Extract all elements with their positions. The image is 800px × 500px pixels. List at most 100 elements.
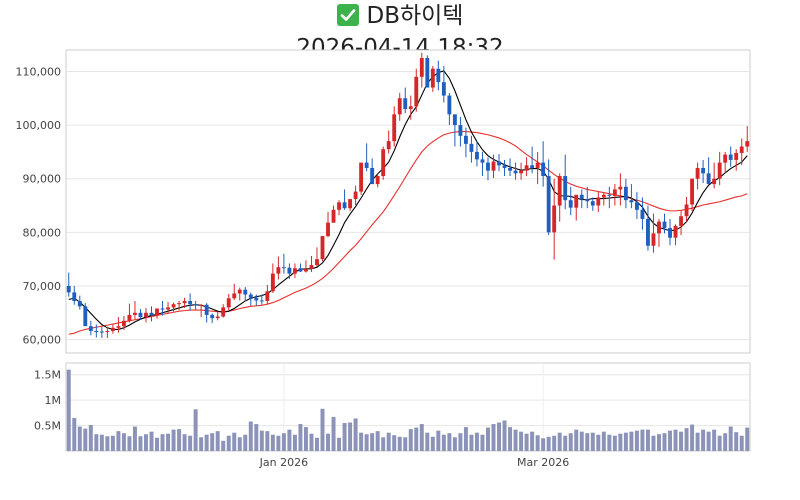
volume-bar <box>645 429 650 451</box>
volume-bar <box>248 421 253 451</box>
volume-bar <box>177 429 182 451</box>
candle-body <box>121 320 126 327</box>
volume-bar <box>182 434 187 451</box>
volume-bar <box>634 430 639 451</box>
volume-bar <box>199 437 204 451</box>
candle-body <box>447 95 452 115</box>
volume-bar <box>436 430 441 451</box>
volume-bar <box>171 429 176 451</box>
volume-tick-label: 1.5M <box>34 369 61 382</box>
volume-bar <box>143 434 148 451</box>
volume-bar <box>270 434 275 451</box>
volume-bar <box>83 428 88 451</box>
candle-body <box>706 173 711 185</box>
candle-body <box>133 312 137 315</box>
candle-body <box>425 58 430 88</box>
candle-body <box>259 300 264 302</box>
volume-bar <box>662 433 667 451</box>
volume-bar <box>706 431 711 451</box>
volume-bar <box>149 431 154 451</box>
candle-body <box>585 199 590 202</box>
candle-body <box>541 162 546 177</box>
volume-bar <box>237 437 242 451</box>
candle-body <box>690 178 695 205</box>
candle-body <box>657 221 661 234</box>
candle-body <box>166 307 170 310</box>
volume-bar <box>386 432 391 451</box>
volume-bar <box>342 423 347 451</box>
volume-bar <box>480 434 485 451</box>
candle-body <box>210 314 215 319</box>
volume-bar <box>618 433 623 451</box>
volume-bar <box>596 434 601 451</box>
volume-bar <box>66 369 71 451</box>
candle-body <box>574 194 579 208</box>
candle-body <box>679 216 683 226</box>
candle-body <box>127 314 132 321</box>
candle-body <box>359 162 364 192</box>
volume-bar <box>359 432 364 451</box>
volume-bar <box>430 436 435 451</box>
volume-bar <box>364 434 369 451</box>
price-grid <box>66 70 750 341</box>
candle-body <box>640 209 645 219</box>
volume-bar <box>474 432 479 451</box>
volume-bar <box>287 429 292 451</box>
price-tick-label: 60,000 <box>23 334 62 347</box>
volume-bar <box>590 432 595 451</box>
volume-bar <box>331 416 336 451</box>
volume-bar <box>447 433 452 451</box>
volume-bar <box>232 432 237 451</box>
check-mark-icon <box>336 4 359 26</box>
volume-bar <box>745 427 750 451</box>
candle-body <box>331 209 336 223</box>
volume-bar <box>72 417 77 451</box>
candle-body <box>739 146 744 153</box>
price-tick-label: 80,000 <box>23 226 62 239</box>
volume-bar <box>110 435 115 451</box>
candle-body <box>497 161 501 166</box>
volume-bar <box>452 437 457 451</box>
volume-bar <box>513 429 518 451</box>
candle-body <box>254 297 259 301</box>
volume-bar <box>695 432 700 451</box>
candle-body <box>513 170 518 174</box>
candle-body <box>623 186 628 201</box>
volume-bar <box>221 440 226 451</box>
candle-body <box>524 165 529 171</box>
candle-body <box>612 189 617 196</box>
stock-name: DB하이텍 <box>366 3 464 29</box>
candle-body <box>651 233 656 246</box>
volume-bar <box>519 431 524 451</box>
candle-body <box>182 300 187 304</box>
candle-body <box>353 191 358 200</box>
volume-bar <box>469 434 474 451</box>
volume-bar <box>441 434 446 451</box>
volume-bar <box>353 418 358 451</box>
price-tick-label: 100,000 <box>16 119 62 132</box>
volume-bar <box>541 438 546 451</box>
volume-bar <box>381 437 386 451</box>
volume-bar <box>712 429 717 451</box>
volume-bar <box>392 435 397 451</box>
volume-bar <box>121 433 126 451</box>
candle-body <box>270 273 275 292</box>
candle-body <box>508 167 512 171</box>
candle-body <box>475 151 479 160</box>
candle-body <box>491 161 496 171</box>
price-tick-label: 90,000 <box>23 173 62 186</box>
volume-bar <box>155 437 160 451</box>
volume-bar <box>425 432 430 451</box>
volume-bar <box>629 431 634 451</box>
candle-body <box>375 176 380 185</box>
candle-body <box>695 167 700 179</box>
candle-body <box>634 202 639 210</box>
price-tick-label: 110,000 <box>16 65 62 78</box>
volume-bar <box>337 437 342 451</box>
candle-body <box>552 205 557 233</box>
candle-body <box>232 293 237 299</box>
volume-bar <box>77 426 82 451</box>
candle-body <box>386 141 391 150</box>
candle-body <box>193 304 198 306</box>
